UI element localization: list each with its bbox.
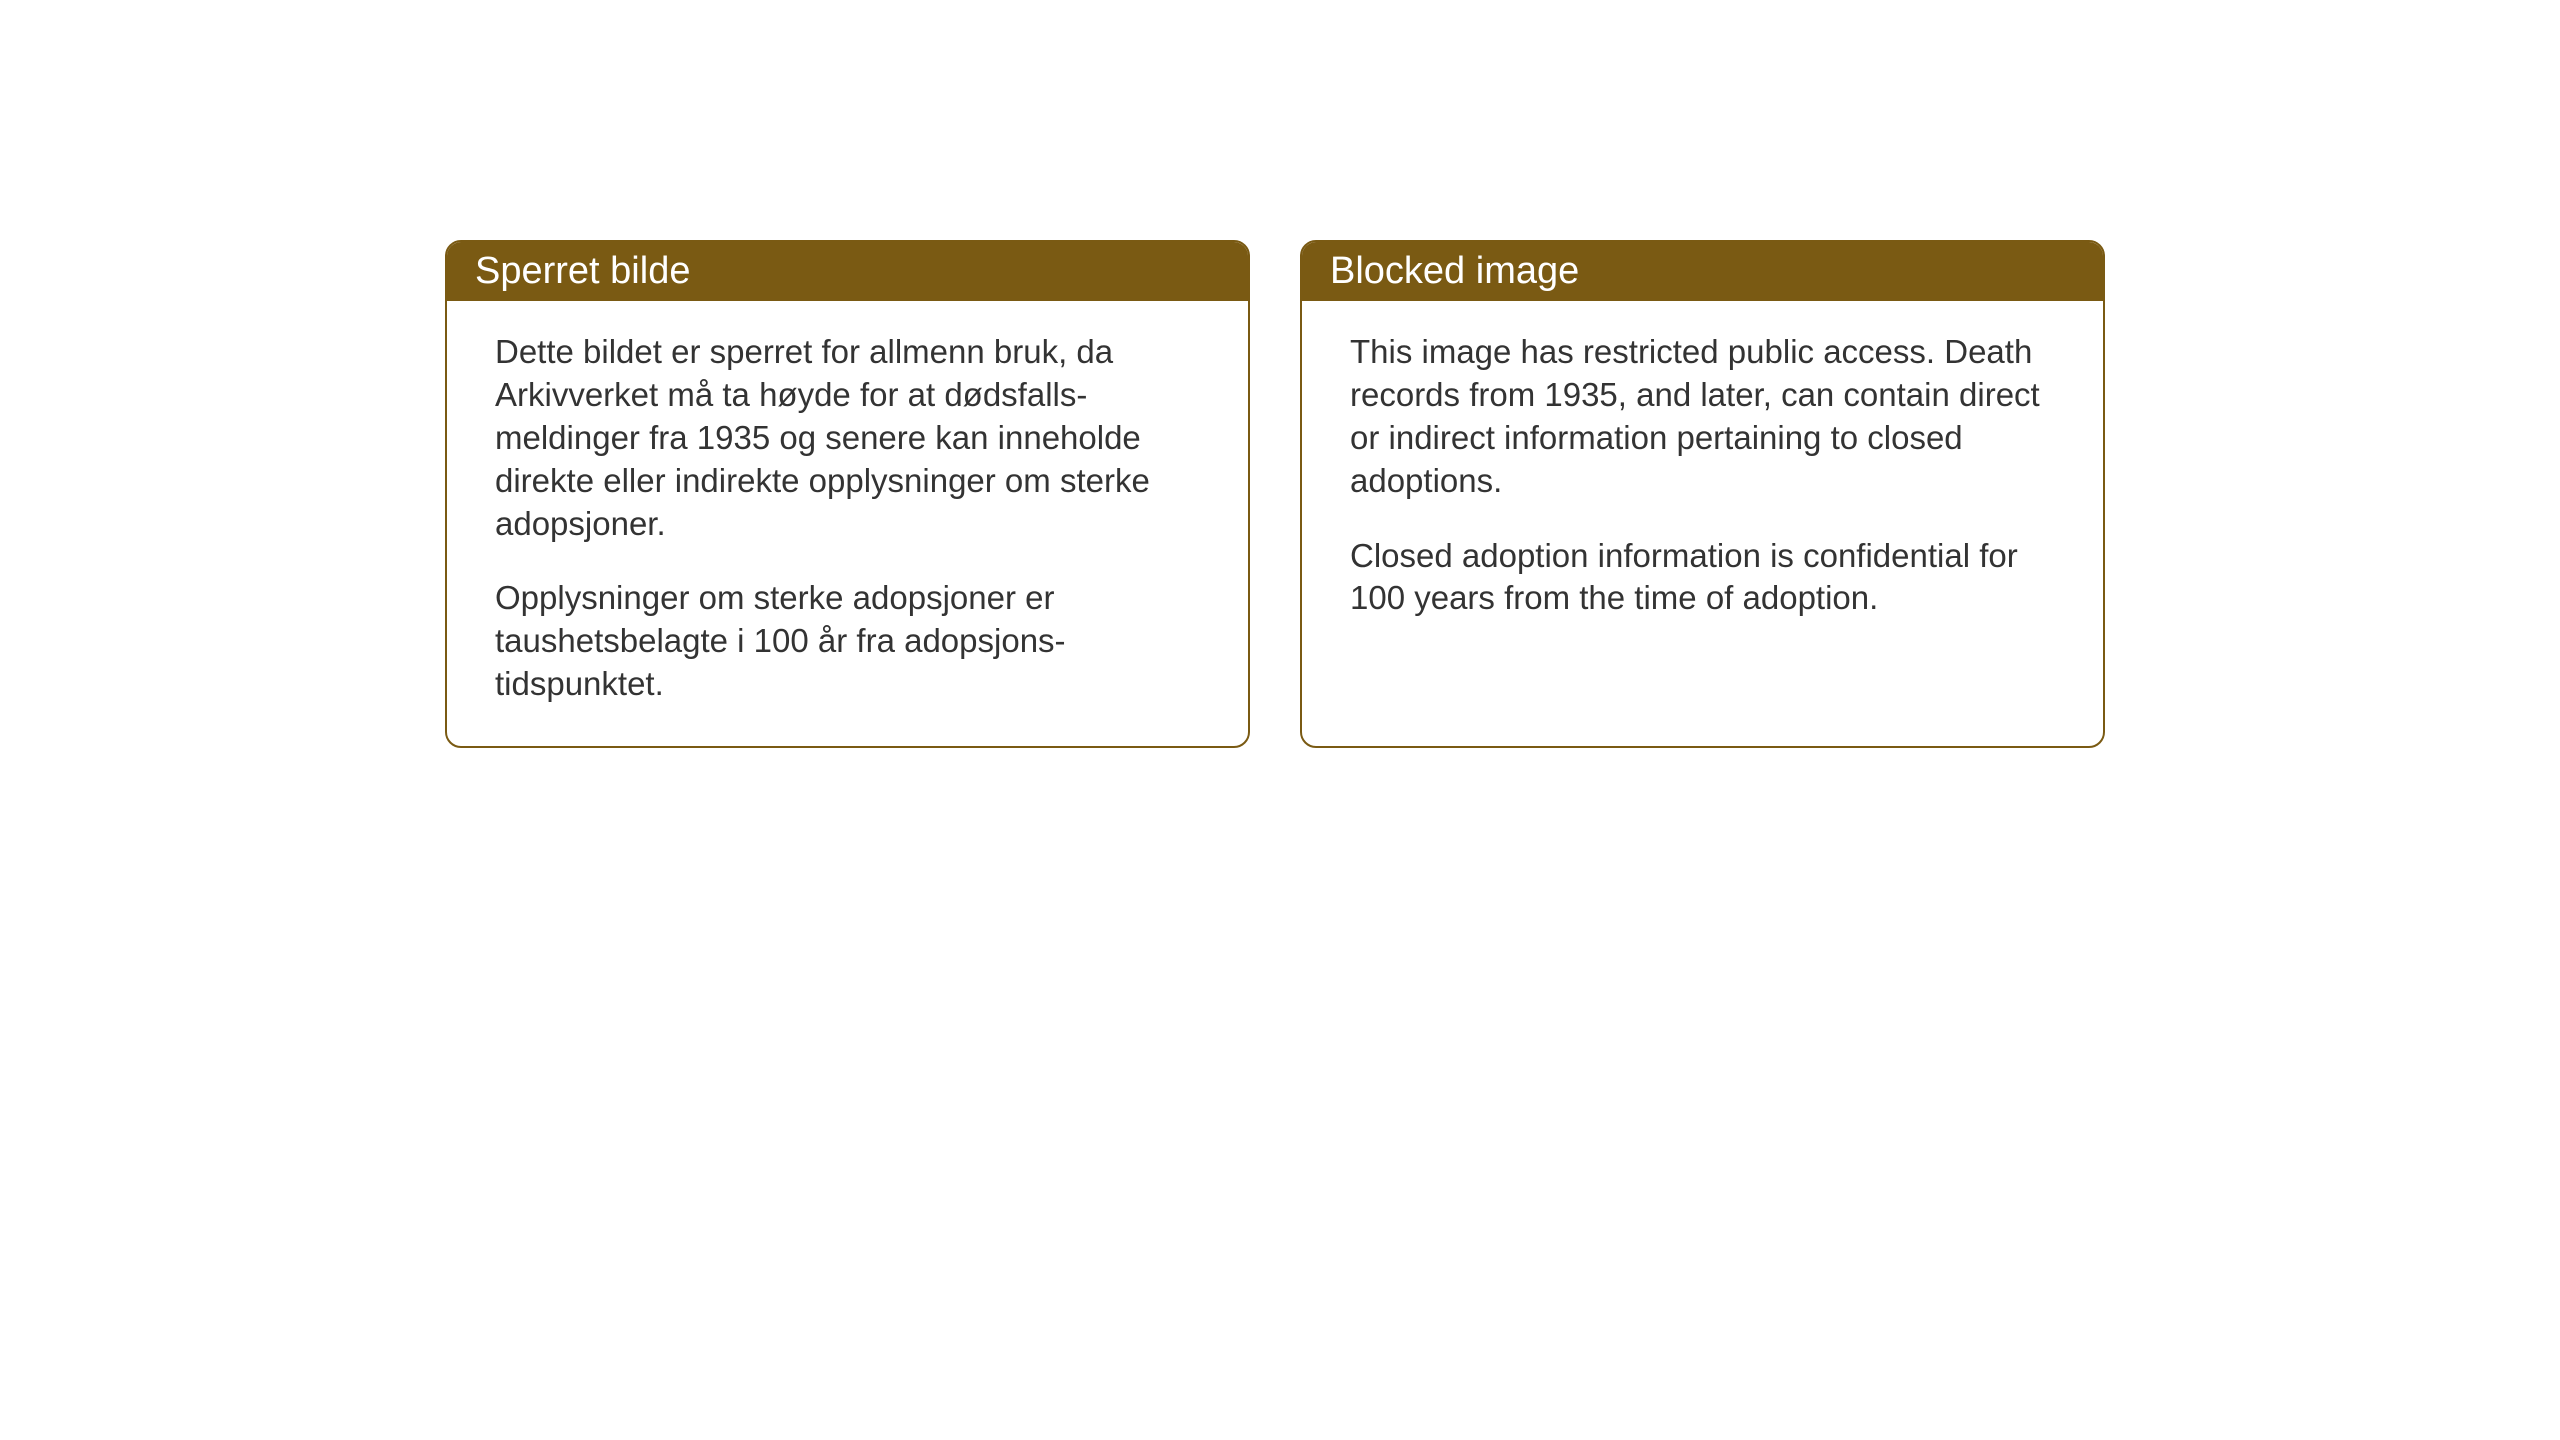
card-header-english: Blocked image (1302, 242, 2103, 301)
cards-container: Sperret bilde Dette bildet er sperret fo… (445, 240, 2105, 748)
blocked-image-card-english: Blocked image This image has restricted … (1300, 240, 2105, 748)
card-paragraph-2-norwegian: Opplysninger om sterke adopsjoner er tau… (495, 577, 1200, 706)
card-paragraph-1-english: This image has restricted public access.… (1350, 331, 2055, 503)
card-paragraph-2-english: Closed adoption information is confident… (1350, 535, 2055, 621)
card-paragraph-1-norwegian: Dette bildet er sperret for allmenn bruk… (495, 331, 1200, 545)
card-title-norwegian: Sperret bilde (475, 250, 690, 292)
blocked-image-card-norwegian: Sperret bilde Dette bildet er sperret fo… (445, 240, 1250, 748)
card-header-norwegian: Sperret bilde (447, 242, 1248, 301)
card-body-english: This image has restricted public access.… (1302, 301, 2103, 710)
card-title-english: Blocked image (1330, 250, 1579, 292)
card-body-norwegian: Dette bildet er sperret for allmenn bruk… (447, 301, 1248, 746)
